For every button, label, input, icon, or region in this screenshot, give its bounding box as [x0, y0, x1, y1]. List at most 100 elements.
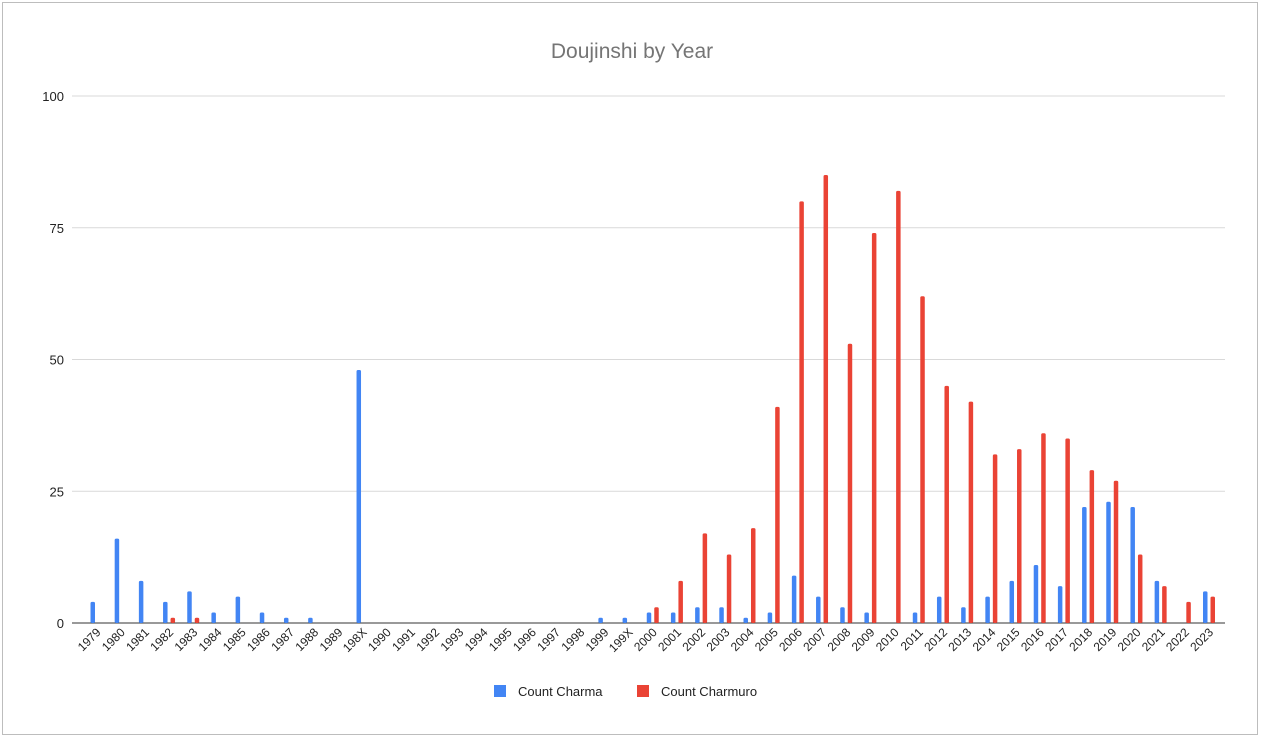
- x-tick-label: 2000: [631, 625, 660, 654]
- bars: [90, 175, 1216, 624]
- bar-charma-2003[interactable]: [719, 607, 724, 623]
- bar-charma-198X[interactable]: [356, 370, 362, 623]
- bar-charma-2020[interactable]: [1130, 507, 1135, 623]
- x-tick-label: 2017: [1042, 625, 1071, 654]
- bar-charmuro-2006[interactable]: [799, 201, 804, 623]
- y-tick-label: 50: [50, 353, 64, 368]
- bar-charma-2006[interactable]: [791, 575, 797, 623]
- bar-charmuro-2019[interactable]: [1113, 480, 1119, 623]
- bar-charma-1981[interactable]: [138, 580, 144, 623]
- bar-charma-2011[interactable]: [912, 612, 918, 623]
- x-tick-label: 2014: [970, 625, 999, 654]
- bar-charmuro-2015[interactable]: [1017, 449, 1022, 623]
- x-tick-label: 2002: [679, 625, 708, 654]
- bar-charma-1986[interactable]: [259, 612, 265, 623]
- bar-charmuro-2002[interactable]: [702, 533, 708, 623]
- x-tick-label: 2011: [898, 625, 926, 653]
- bar-charmuro-2012[interactable]: [944, 385, 949, 623]
- y-tick-label: 25: [50, 484, 64, 499]
- bar-charma-2012[interactable]: [936, 596, 942, 623]
- x-tick-label: 2001: [655, 625, 684, 654]
- x-tick-label: 2015: [994, 625, 1023, 654]
- x-tick-label: 1997: [534, 625, 563, 654]
- bar-charma-1987[interactable]: [283, 617, 289, 623]
- bar-charmuro-2003[interactable]: [726, 554, 732, 623]
- bar-charma-2004[interactable]: [743, 617, 748, 623]
- bar-charmuro-2001[interactable]: [678, 580, 683, 623]
- x-tick-label: 2005: [752, 625, 781, 654]
- bar-charma-2002[interactable]: [695, 607, 700, 623]
- bar-charmuro-2021[interactable]: [1162, 586, 1167, 623]
- bar-charma-1988[interactable]: [308, 617, 313, 623]
- bar-charmuro-2008[interactable]: [847, 343, 853, 623]
- bar-charmuro-2014[interactable]: [992, 454, 998, 623]
- bar-charmuro-2005[interactable]: [775, 406, 780, 623]
- x-tick-label: 1988: [293, 625, 322, 654]
- x-tick-label: 2012: [921, 625, 950, 654]
- bar-charmuro-1982[interactable]: [170, 617, 176, 623]
- bar-charmuro-2023[interactable]: [1210, 596, 1216, 623]
- bar-charma-2023[interactable]: [1203, 591, 1208, 623]
- legend-swatch-charma: [494, 685, 506, 697]
- bar-charma-2015[interactable]: [1009, 580, 1015, 623]
- bar-charma-1999[interactable]: [598, 617, 603, 623]
- bar-charmuro-2018[interactable]: [1089, 470, 1095, 623]
- bar-charma-1983[interactable]: [187, 591, 192, 623]
- bar-charmuro-2022[interactable]: [1186, 601, 1191, 623]
- bar-charmuro-2016[interactable]: [1041, 433, 1046, 623]
- bar-charmuro-2013[interactable]: [968, 401, 974, 623]
- x-tick-label: 1989: [317, 625, 346, 654]
- x-tick-label: 2007: [800, 625, 829, 654]
- x-tick-label: 2006: [776, 625, 805, 654]
- x-tick-label: 1984: [196, 625, 225, 654]
- bar-charma-2018[interactable]: [1082, 507, 1087, 623]
- legend: Count Charma Count Charmuro: [494, 684, 757, 699]
- bar-charma-1980[interactable]: [114, 538, 120, 623]
- bar-charma-199X[interactable]: [622, 617, 628, 623]
- bar-charma-2017[interactable]: [1057, 586, 1063, 623]
- bar-charma-2000[interactable]: [646, 612, 652, 623]
- bar-charmuro-2020[interactable]: [1137, 554, 1143, 623]
- x-tick-label: 1999: [583, 625, 612, 654]
- bar-charma-2021[interactable]: [1154, 580, 1160, 623]
- bar-charmuro-2017[interactable]: [1065, 438, 1070, 623]
- bar-charma-1984[interactable]: [211, 612, 216, 623]
- bar-charmuro-2010[interactable]: [896, 190, 901, 624]
- x-tick-label: 1995: [486, 625, 515, 654]
- bar-charma-2013[interactable]: [961, 607, 966, 623]
- x-tick-label: 1980: [99, 625, 128, 654]
- x-tick-label: 2010: [873, 625, 902, 654]
- bar-charma-2009[interactable]: [864, 612, 869, 623]
- bar-charma-2008[interactable]: [840, 607, 845, 623]
- bar-charma-2014[interactable]: [985, 596, 990, 623]
- x-tick-label: 1986: [244, 625, 273, 654]
- bar-charma-2019[interactable]: [1106, 501, 1111, 623]
- x-tick-label: 2009: [849, 625, 878, 654]
- x-tick-label: 2019: [1091, 625, 1120, 654]
- x-tick-label: 2016: [1018, 625, 1047, 654]
- bar-charma-2007[interactable]: [816, 596, 821, 623]
- bar-charmuro-2000[interactable]: [654, 607, 659, 623]
- bar-charma-2005[interactable]: [767, 612, 773, 623]
- x-tick-label: 1991: [389, 625, 418, 654]
- y-tick-label: 100: [42, 89, 64, 104]
- bar-charma-2016[interactable]: [1033, 565, 1039, 623]
- bar-charmuro-2007[interactable]: [823, 175, 829, 624]
- bar-charmuro-2011[interactable]: [920, 296, 925, 623]
- x-tick-label: 1983: [172, 625, 201, 654]
- bar-charma-1985[interactable]: [235, 596, 241, 623]
- x-tick-label: 2004: [728, 625, 757, 654]
- x-tick-label: 1996: [510, 625, 539, 654]
- legend-label-charma[interactable]: Count Charma: [518, 684, 603, 699]
- bar-charma-2001[interactable]: [670, 612, 676, 623]
- legend-label-charmuro[interactable]: Count Charmuro: [661, 684, 757, 699]
- y-tick-label: 75: [50, 221, 64, 236]
- bar-charmuro-2009[interactable]: [871, 233, 877, 623]
- bar-charmuro-2004[interactable]: [750, 528, 756, 623]
- bar-charma-1979[interactable]: [90, 601, 96, 623]
- x-tick-label: 1992: [413, 625, 442, 654]
- bar-charma-1982[interactable]: [163, 601, 168, 623]
- bar-charmuro-1983[interactable]: [194, 617, 200, 623]
- x-tick-label: 1981: [123, 625, 152, 654]
